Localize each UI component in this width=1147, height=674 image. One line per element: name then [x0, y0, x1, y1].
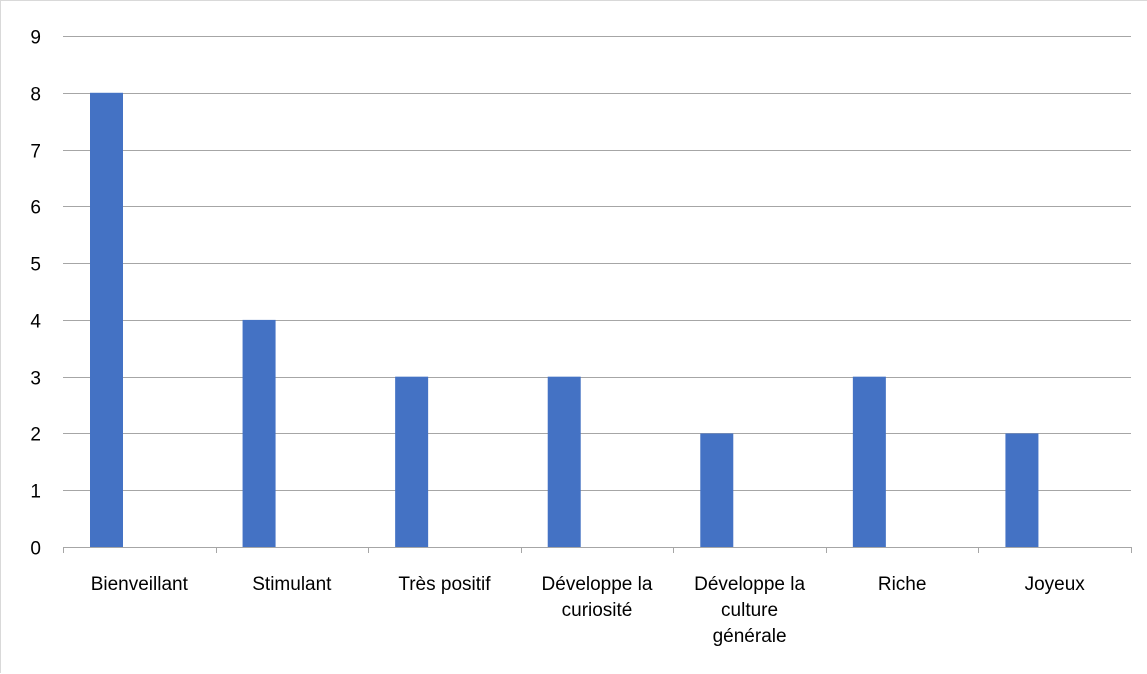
- bar: [243, 320, 276, 547]
- x-tick-label: Joyeux: [1025, 574, 1086, 595]
- bar: [90, 93, 123, 547]
- bar: [1005, 433, 1038, 547]
- y-tick-label: 0: [30, 539, 41, 560]
- bar: [548, 377, 581, 547]
- y-tick-label: 4: [30, 312, 41, 333]
- x-tick-label: Très positif: [398, 574, 491, 595]
- bars: [90, 93, 1038, 547]
- x-tick-label: Développe la culture générale: [694, 574, 805, 647]
- y-tick-label: 8: [30, 85, 41, 106]
- x-tick-label: Stimulant: [252, 574, 332, 595]
- bar: [700, 433, 733, 547]
- bar: [853, 377, 886, 547]
- axes: [63, 547, 1132, 553]
- x-tick-label: Riche: [878, 574, 927, 595]
- y-tick-label: 9: [30, 28, 41, 49]
- y-tick-label: 7: [30, 142, 41, 163]
- y-axis-tick-labels: 0 1 2 3 4 5 6 7 8 9: [30, 28, 41, 560]
- y-tick-label: 2: [30, 425, 41, 446]
- y-tick-label: 3: [30, 369, 41, 390]
- bar: [395, 377, 428, 547]
- x-tick-label: Développe la curiosité: [542, 574, 653, 621]
- y-tick-label: 5: [30, 255, 41, 276]
- gridlines: [63, 37, 1131, 491]
- x-tick-label: Bienveillant: [91, 574, 189, 595]
- x-axis-tick-labels: Bienveillant Stimulant Très positif Dévelop…: [91, 574, 1086, 647]
- y-tick-label: 1: [30, 482, 41, 503]
- y-tick-label: 6: [30, 198, 41, 219]
